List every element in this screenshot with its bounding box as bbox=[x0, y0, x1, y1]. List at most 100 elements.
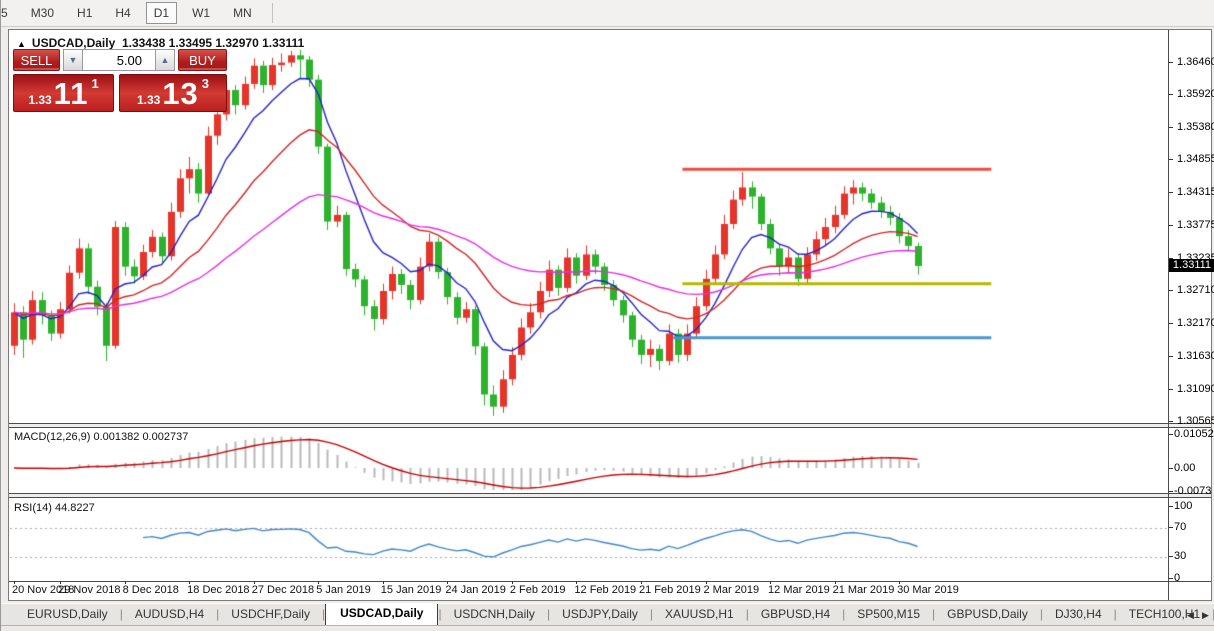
macd-axis-tick bbox=[1169, 433, 1173, 435]
chart-tab-sp500-m15[interactable]: SP500,M15 bbox=[857, 607, 921, 621]
time-axis-label: 30 Mar 2019 bbox=[897, 584, 959, 596]
time-axis-label: 12 Mar 2019 bbox=[768, 584, 830, 596]
chart-tab-dj30-h4[interactable]: DJ30,H4 bbox=[1054, 607, 1102, 621]
rsi-chart-canvas[interactable] bbox=[10, 498, 1167, 580]
price-axis-tick bbox=[1169, 257, 1173, 259]
rsi-axis-label: 100 bbox=[1174, 499, 1193, 512]
chart-tab-tech100-h1[interactable]: TECH100,H1 bbox=[1128, 607, 1201, 621]
volume-input[interactable] bbox=[82, 49, 156, 71]
rsi-axis-tick bbox=[1169, 556, 1173, 558]
price-axis-tick bbox=[1169, 159, 1173, 161]
macd-chart-canvas[interactable] bbox=[10, 428, 1167, 492]
tab-separator: | bbox=[438, 607, 442, 621]
timeframe-button-5[interactable]: 5 bbox=[1, 6, 8, 20]
symbol-marker-icon: ▲ bbox=[17, 39, 26, 49]
time-axis-tick bbox=[705, 581, 707, 584]
time-axis-label: 2 Mar 2019 bbox=[703, 584, 760, 596]
price-axis-tick bbox=[1169, 355, 1173, 357]
buy-price-box[interactable]: 1.33 13 3 bbox=[119, 74, 227, 112]
macd-value-signal: 0.002737 bbox=[142, 431, 189, 443]
tab-separator: | bbox=[1039, 607, 1043, 621]
price-axis-label: 1.31090 bbox=[1177, 382, 1214, 395]
sell-button[interactable]: SELL bbox=[13, 49, 60, 71]
time-axis-line bbox=[9, 581, 1211, 582]
rsi-panel-splitter[interactable] bbox=[9, 494, 1211, 497]
timeframe-button-h4[interactable]: H4 bbox=[115, 6, 131, 20]
chart-tab-gbpusd-h4[interactable]: GBPUSD,H4 bbox=[760, 607, 831, 621]
macd-axis-label: -0.0073 bbox=[1174, 485, 1212, 498]
price-axis-label: 1.35380 bbox=[1177, 121, 1214, 134]
scroll-left-icon[interactable]: ◀ bbox=[1187, 610, 1194, 620]
price-axis-tick bbox=[1169, 127, 1173, 129]
tab-separator: | bbox=[119, 607, 123, 621]
chart-tab-usdcad-daily[interactable]: USDCAD,Daily bbox=[325, 604, 439, 625]
price-axis-tick bbox=[1169, 322, 1173, 324]
toolbar-separator bbox=[271, 3, 273, 23]
chart-tab-usdcnh-daily[interactable]: USDCNH,Daily bbox=[453, 607, 535, 621]
timeframe-button-h1[interactable]: H1 bbox=[77, 6, 93, 20]
rsi-axis-tick bbox=[1169, 527, 1173, 529]
chart-tab-gbpusd-daily[interactable]: GBPUSD,Daily bbox=[947, 607, 1028, 621]
macd-axis-label: 0.00 bbox=[1174, 461, 1196, 474]
price-axis-label: 1.31630 bbox=[1177, 349, 1214, 362]
buy-price-pipette: 3 bbox=[201, 76, 210, 91]
main-panel-bottom-border bbox=[9, 423, 1211, 424]
time-axis-tick bbox=[253, 581, 255, 584]
chart-tab-usdjpy-daily[interactable]: USDJPY,Daily bbox=[562, 607, 638, 621]
tab-separator: | bbox=[1113, 607, 1117, 621]
chart-tab-audusd-h4[interactable]: AUDUSD,H4 bbox=[134, 607, 205, 621]
time-axis-label: 27 Dec 2018 bbox=[251, 584, 315, 596]
time-axis-label: 24 Jan 2019 bbox=[445, 584, 506, 596]
sell-price-prefix: 1.33 bbox=[28, 93, 52, 107]
volume-decrease-button[interactable]: ▼ bbox=[63, 49, 83, 71]
rsi-panel-top-border bbox=[9, 497, 1211, 498]
scroll-right-icon[interactable]: ▶ bbox=[1202, 610, 1209, 620]
sell-price-box[interactable]: 1.33 11 1 bbox=[13, 74, 114, 112]
time-axis-tick bbox=[770, 581, 772, 584]
time-axis-label: 2 Feb 2019 bbox=[509, 584, 566, 596]
price-axis-tick bbox=[1169, 94, 1173, 96]
timeframe-button-m30[interactable]: M30 bbox=[30, 6, 55, 20]
rsi-axis-tick bbox=[1169, 505, 1173, 507]
price-axis-tick bbox=[1169, 388, 1173, 390]
time-axis-tick bbox=[60, 581, 62, 584]
time-axis-tick bbox=[124, 581, 126, 584]
price-axis-tick bbox=[1169, 420, 1173, 422]
timeframe-button-mn[interactable]: MN bbox=[233, 6, 252, 20]
timeframe-toolbar: 5 M30 H1 H4 D1 W1 MN bbox=[1, 0, 1214, 27]
macd-value-main: 0.001382 bbox=[93, 431, 140, 443]
time-axis-label: 21 Mar 2019 bbox=[832, 584, 895, 596]
price-axis-tick bbox=[1169, 61, 1173, 63]
buy-button[interactable]: BUY bbox=[178, 49, 227, 71]
macd-panel-bottom-border bbox=[9, 493, 1211, 494]
price-axis-label: 1.34855 bbox=[1177, 153, 1214, 166]
chart-tab-usdchf-daily[interactable]: USDCHF,Daily bbox=[231, 607, 310, 621]
time-axis-label: 18 Dec 2018 bbox=[187, 584, 250, 596]
time-axis-label: 12 Feb 2019 bbox=[574, 584, 637, 596]
time-axis-label: 21 Feb 2019 bbox=[638, 584, 701, 596]
time-axis-label: 15 Jan 2019 bbox=[380, 584, 442, 596]
chart-tab-xauusd-h1[interactable]: XAUUSD,H1 bbox=[665, 607, 734, 621]
time-axis-tick bbox=[834, 581, 836, 584]
rsi-axis-label: 0 bbox=[1174, 572, 1181, 584]
price-axis-label: 1.30565 bbox=[1177, 414, 1214, 427]
macd-panel-splitter[interactable] bbox=[9, 424, 1211, 427]
price-axis-label: 1.33775 bbox=[1177, 219, 1214, 231]
timeframe-button-w1[interactable]: W1 bbox=[192, 6, 211, 20]
time-axis-tick bbox=[576, 581, 578, 584]
timeframe-button-d1[interactable]: D1 bbox=[145, 2, 178, 24]
arrow-up-icon: ▲ bbox=[160, 55, 170, 65]
time-axis-tick bbox=[318, 581, 320, 584]
rsi-value: 44.8227 bbox=[54, 502, 95, 514]
chart-tab-eurusd-daily[interactable]: EURUSD,Daily bbox=[27, 607, 108, 621]
tab-separator: | bbox=[842, 607, 846, 621]
time-axis-tick bbox=[899, 581, 901, 584]
status-bar bbox=[1, 625, 1214, 631]
time-axis-tick bbox=[511, 581, 513, 584]
volume-increase-button[interactable]: ▲ bbox=[155, 49, 175, 71]
tab-separator: | bbox=[649, 607, 653, 621]
time-axis-label: 8 Dec 2018 bbox=[122, 584, 179, 596]
sell-price-big: 11 bbox=[53, 76, 89, 111]
buy-price-big: 13 bbox=[162, 76, 199, 111]
chart-tab-bar: EURUSD,Daily | AUDUSD,H4 | USDCHF,Daily | USDC… bbox=[1, 603, 1214, 625]
